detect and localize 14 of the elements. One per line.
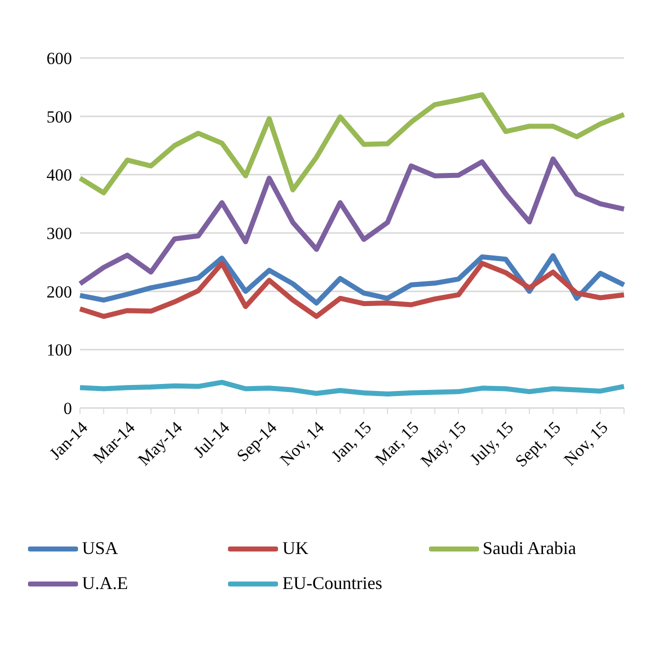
y-tick-label: 500: [46, 107, 72, 126]
legend-label: Saudi Arabia: [482, 538, 576, 559]
x-tick-label: Jan, 15: [328, 418, 376, 466]
legend-label: USA: [82, 538, 118, 559]
legend-label: UK: [282, 538, 308, 559]
y-tick-label: 600: [46, 49, 72, 68]
y-tick-label: 300: [46, 224, 72, 244]
y-tick-label: 100: [46, 340, 72, 360]
y-tick-label: 0: [64, 399, 72, 418]
x-tick-label: Nov, 14: [276, 418, 328, 470]
legend-label: U.A.E: [82, 573, 128, 594]
y-tick-label: 400: [46, 166, 72, 185]
legend-label: EU-Countries: [282, 573, 382, 594]
y-tick-label: 200: [46, 282, 72, 302]
